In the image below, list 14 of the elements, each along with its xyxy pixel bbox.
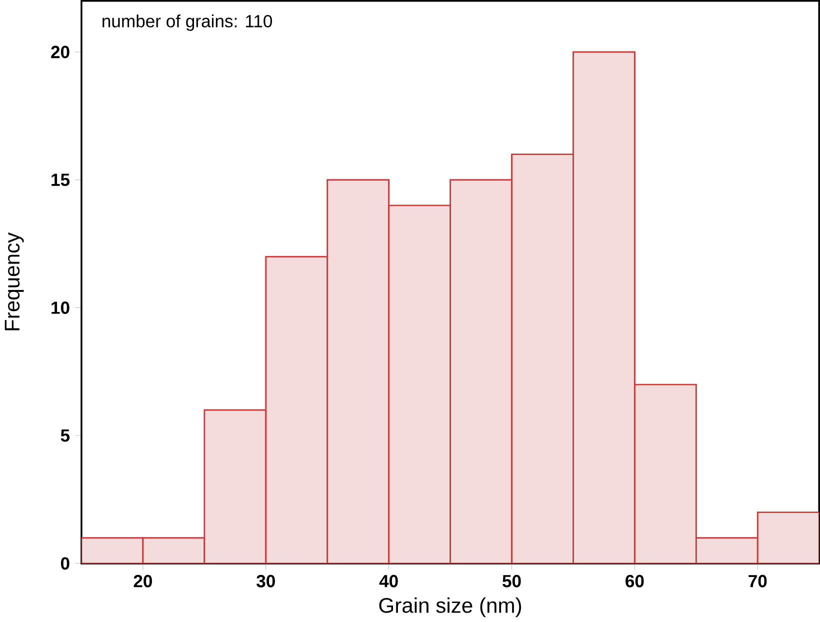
x-tick-label: 20 <box>134 574 152 588</box>
x-axis-title: Grain size (nm) <box>379 597 522 618</box>
x-tick-label: 60 <box>626 574 644 588</box>
y-axis-title: Frequency <box>4 232 24 330</box>
x-tick-label: 40 <box>379 574 398 588</box>
y-tick-label: 20 <box>51 46 70 58</box>
y-tick-label: 5 <box>60 430 70 442</box>
annotation: number of grains: 110 <box>102 14 272 31</box>
y-tick-label: 0 <box>60 557 70 570</box>
x-tick-label: 70 <box>748 574 767 588</box>
x-tick-label: 30 <box>256 574 275 588</box>
y-tick-label: 15 <box>52 174 70 186</box>
x-tick-label: 50 <box>502 574 521 588</box>
y-tick-label: 10 <box>52 302 70 314</box>
